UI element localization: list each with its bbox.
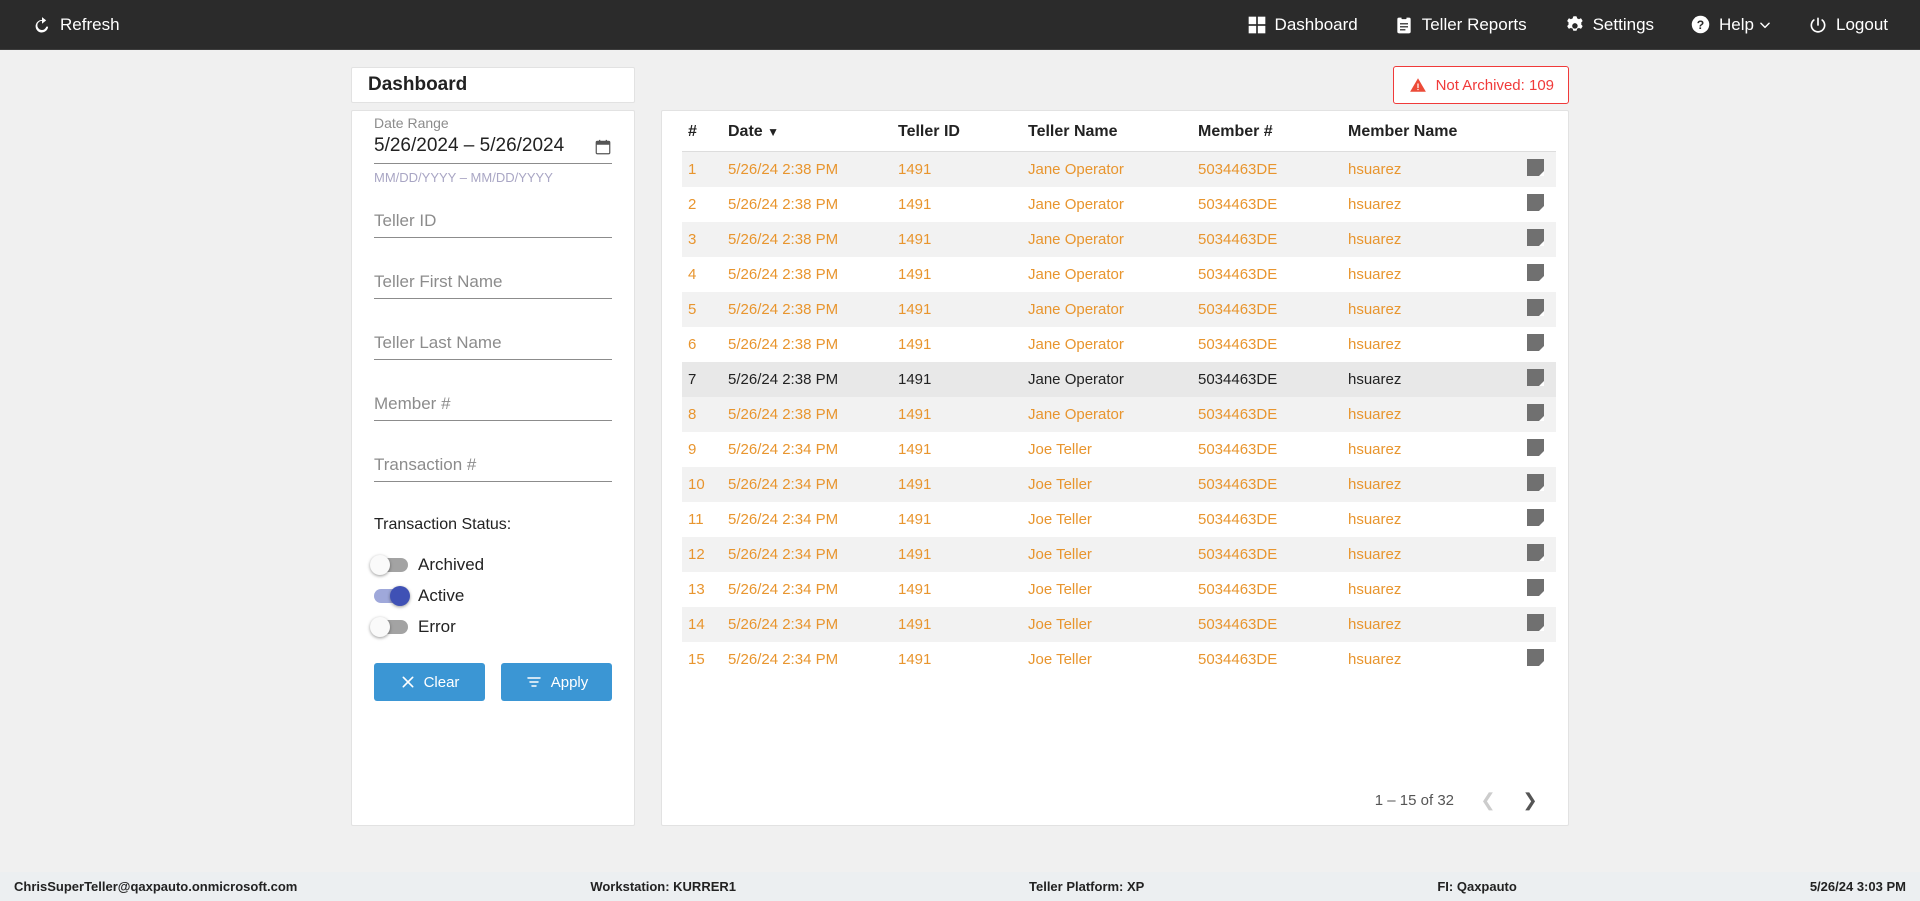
svg-text:?: ? xyxy=(1697,18,1704,32)
